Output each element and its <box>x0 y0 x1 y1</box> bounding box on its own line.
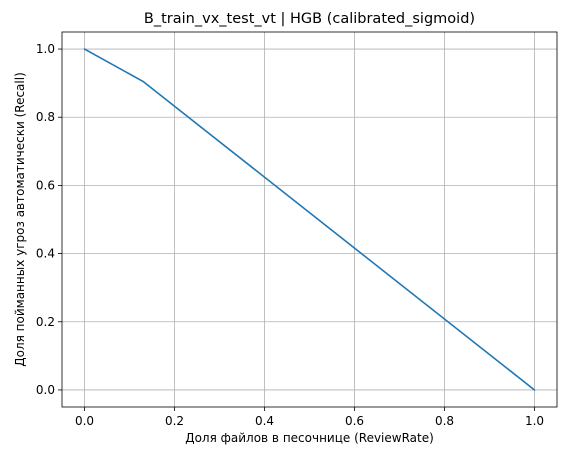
y-tick-label: 0.4 <box>36 247 55 261</box>
y-axis: 0.0 0.2 0.4 0.6 0.8 1.0 <box>36 42 62 397</box>
y-tick-label: 0.6 <box>36 178 55 192</box>
y-tick-label: 0.8 <box>36 110 55 124</box>
chart-title: B_train_vx_test_vt | HGB (calibrated_sig… <box>144 11 475 27</box>
x-tick-label: 0.0 <box>75 414 94 428</box>
series-layer <box>83 48 536 391</box>
y-tick-label: 0.0 <box>36 383 55 397</box>
x-tick-label: 0.2 <box>165 414 184 428</box>
x-tick-label: 0.4 <box>255 414 274 428</box>
grid <box>62 32 557 407</box>
series-line <box>83 48 536 391</box>
y-axis-title: Доля пойманных угроз автоматически (Reca… <box>13 72 27 367</box>
x-tick-label: 1.0 <box>525 414 544 428</box>
x-tick-label: 0.8 <box>435 414 454 428</box>
plot-frame <box>61 31 558 408</box>
x-axis-title: Доля файлов в песочнице (ReviewRate) <box>185 431 434 445</box>
x-tick-label: 0.6 <box>345 414 364 428</box>
y-tick-label: 0.2 <box>36 315 55 329</box>
x-axis: 0.0 0.2 0.4 0.6 0.8 1.0 <box>75 407 544 428</box>
y-tick-label: 1.0 <box>36 42 55 56</box>
